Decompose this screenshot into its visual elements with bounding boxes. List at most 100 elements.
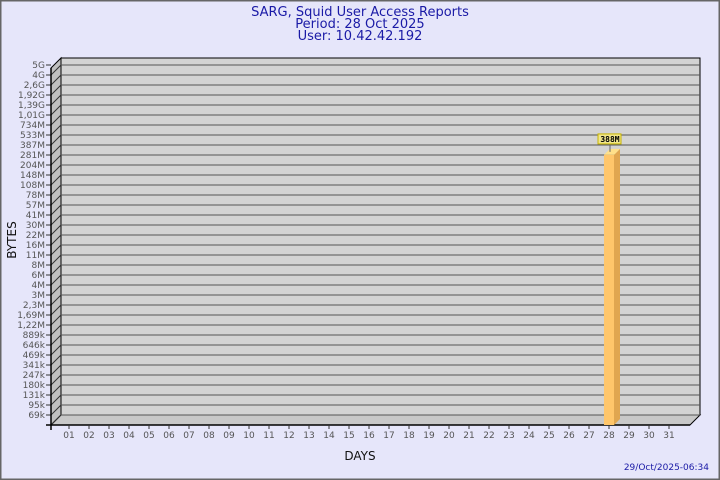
x-tick-label: 12 xyxy=(283,431,294,441)
footer-timestamp: 29/Oct/2025-06:34 xyxy=(624,463,709,473)
y-tick-label: 16M xyxy=(26,241,45,251)
gridline-depth xyxy=(50,74,62,86)
x-tick-label: 29 xyxy=(623,431,635,441)
y-tick-label: 247k xyxy=(23,371,46,381)
chart-period: Period: 28 Oct 2025 xyxy=(295,17,424,32)
gridline-depth xyxy=(50,134,62,146)
data-label: 388M xyxy=(600,135,619,144)
x-tick-label: 31 xyxy=(663,431,674,441)
gridline-depth xyxy=(50,64,62,76)
x-tick-label: 22 xyxy=(483,431,494,441)
gridline-depth xyxy=(50,374,62,386)
x-tick-label: 05 xyxy=(143,431,154,441)
x-tick-label: 09 xyxy=(223,431,235,441)
x-tick-label: 26 xyxy=(563,431,575,441)
gridline-depth xyxy=(50,174,62,186)
y-tick-label: 69k xyxy=(28,411,45,421)
gridline-depth xyxy=(50,354,62,366)
gridline-depth xyxy=(50,94,62,106)
y-tick-label: 533M xyxy=(20,131,45,141)
gridline-depth xyxy=(50,344,62,356)
y-tick-label: 204M xyxy=(20,161,45,171)
x-tick-label: 03 xyxy=(103,431,114,441)
floor xyxy=(49,414,702,426)
gridline-depth xyxy=(50,364,62,376)
x-tick-label: 15 xyxy=(343,431,354,441)
y-tick-label: 108M xyxy=(20,181,45,191)
y-tick-label: 1,39G xyxy=(18,101,45,111)
x-tick-label: 14 xyxy=(323,431,335,441)
gridline-depth xyxy=(50,414,62,426)
y-tick-label: 387M xyxy=(20,141,45,151)
plot-area: 5G4G2,6G1,92G1,39G1,01G734M533M387M281M2… xyxy=(17,56,702,441)
gridline-depth xyxy=(50,114,62,126)
gridline-depth xyxy=(50,404,62,416)
gridline-depth xyxy=(50,204,62,216)
x-tick-label: 04 xyxy=(123,431,135,441)
x-tick-label: 13 xyxy=(303,431,314,441)
data-label-box xyxy=(597,133,622,145)
y-tick-label: 4M xyxy=(32,281,46,291)
gridline-depth xyxy=(50,224,62,236)
x-tick-label: 18 xyxy=(403,431,415,441)
gridline-depth xyxy=(50,274,62,286)
gridline-depth xyxy=(50,304,62,316)
y-tick-label: 469k xyxy=(23,351,46,361)
x-tick-label: 17 xyxy=(383,431,394,441)
gridline-depth xyxy=(50,234,62,246)
gridline-depth xyxy=(50,384,62,396)
x-tick-label: 21 xyxy=(463,431,474,441)
gridline-depth xyxy=(50,154,62,166)
x-tick-label: 28 xyxy=(603,431,615,441)
y-axis-label: BYTES xyxy=(5,221,19,258)
gridline-depth xyxy=(50,324,62,336)
y-tick-label: 6M xyxy=(32,271,46,281)
gridline-depth xyxy=(50,214,62,226)
x-tick-label: 20 xyxy=(443,431,455,441)
y-tick-label: 734M xyxy=(20,121,45,131)
y-tick-label: 1,01G xyxy=(18,111,45,121)
gridline-depth xyxy=(50,314,62,326)
gridline-depth xyxy=(50,84,62,96)
y-tick-label: 1,69M xyxy=(17,311,45,321)
gridline-depth xyxy=(50,104,62,116)
y-tick-label: 2,6G xyxy=(24,81,45,91)
y-tick-label: 341k xyxy=(23,361,46,371)
y-tick-label: 2,3M xyxy=(23,301,45,311)
gridline-depth xyxy=(50,244,62,256)
bar xyxy=(604,154,614,425)
gridline-depth xyxy=(50,264,62,276)
gridline-depth xyxy=(50,294,62,306)
y-tick-label: 1,92G xyxy=(18,91,45,101)
y-tick-label: 281M xyxy=(20,151,45,161)
gridline-depth xyxy=(50,164,62,176)
x-tick-label: 19 xyxy=(423,431,435,441)
gridline-depth xyxy=(50,144,62,156)
y-tick-label: 3M xyxy=(32,291,46,301)
gridline-depth xyxy=(50,254,62,266)
gridline-depth xyxy=(50,334,62,346)
y-tick-label: 8M xyxy=(32,261,46,271)
bar-top xyxy=(604,148,620,155)
y-tick-label: 95k xyxy=(28,401,45,411)
x-tick-label: 07 xyxy=(183,431,194,441)
y-tick-label: 41M xyxy=(26,211,45,221)
x-tick-label: 02 xyxy=(83,431,94,441)
y-tick-label: 30M xyxy=(26,221,45,231)
x-tick-label: 10 xyxy=(243,431,255,441)
x-tick-label: 25 xyxy=(543,431,554,441)
gridline-depth xyxy=(50,124,62,136)
y-tick-label: 22M xyxy=(26,231,45,241)
gridline-depth xyxy=(50,394,62,406)
gridline-depth xyxy=(50,184,62,196)
y-tick-label: 1,22M xyxy=(17,321,45,331)
y-tick-label: 78M xyxy=(26,191,45,201)
y-tick-label: 57M xyxy=(26,201,45,211)
x-tick-label: 23 xyxy=(503,431,514,441)
gridline-depth xyxy=(50,284,62,296)
x-tick-label: 11 xyxy=(263,431,274,441)
x-tick-label: 24 xyxy=(523,431,535,441)
gridline-depth xyxy=(50,194,62,206)
x-axis-label: DAYS xyxy=(344,449,375,463)
